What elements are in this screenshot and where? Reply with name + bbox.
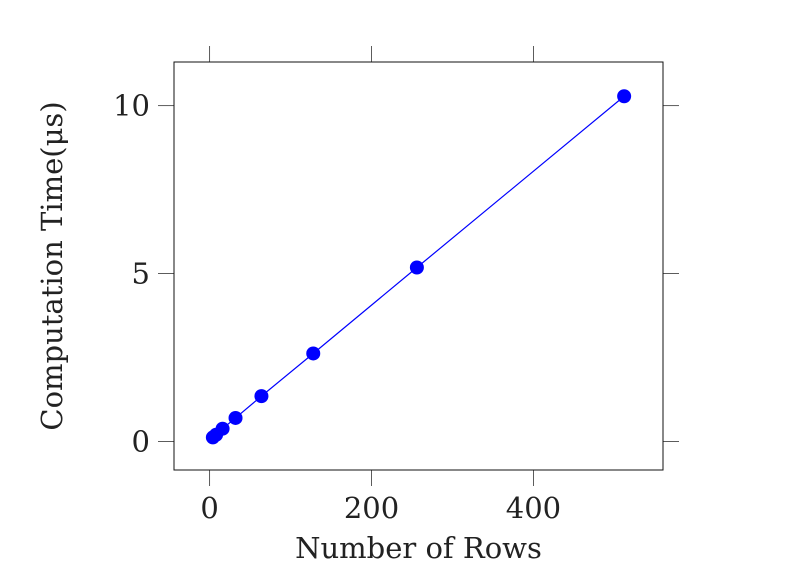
y-tick-label: 10 <box>113 89 150 123</box>
data-point <box>617 89 632 104</box>
y-axis-label: Computation Time(μs) <box>35 101 69 430</box>
data-point <box>254 389 269 404</box>
x-tick-label: 0 <box>200 491 218 525</box>
data-point <box>215 421 230 436</box>
series <box>205 89 632 445</box>
x-axis-label: Number of Rows <box>295 531 542 565</box>
data-point <box>306 346 321 361</box>
ticks <box>158 46 679 486</box>
plot-frame <box>173 61 664 471</box>
x-tick-label: 400 <box>506 491 561 525</box>
data-point <box>409 260 424 275</box>
y-tick-label: 0 <box>132 424 150 458</box>
tick-labels: 0 200 400 0 5 10 <box>113 89 561 525</box>
x-tick-label: 200 <box>344 491 399 525</box>
y-tick-label: 5 <box>132 257 150 291</box>
data-point <box>228 410 243 425</box>
